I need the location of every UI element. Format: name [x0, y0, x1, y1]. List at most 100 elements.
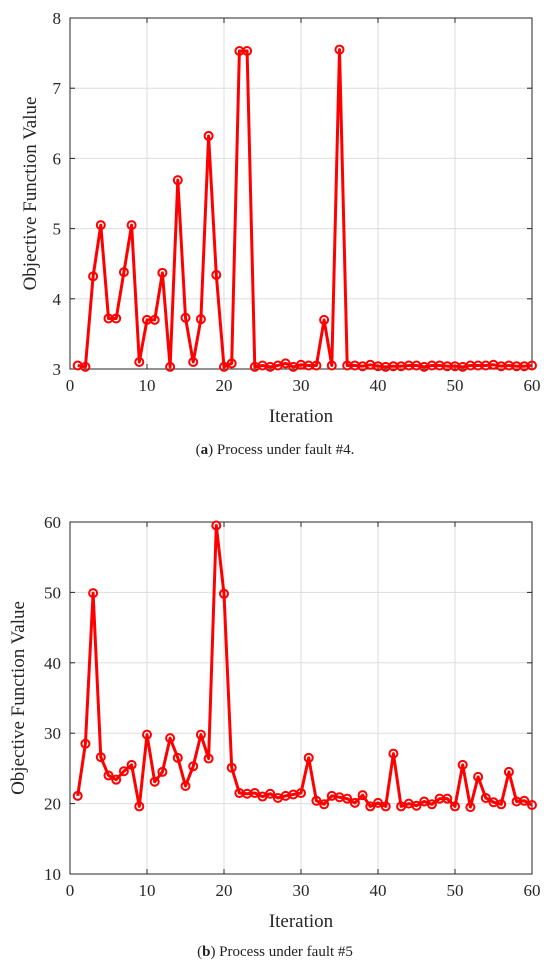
data-point [219, 588, 229, 599]
data-point [319, 799, 330, 810]
x-tick-label: 40 [370, 376, 387, 395]
caption-a-text: ) Process under fault #4. [208, 442, 355, 458]
caption-a: (a) Process under fault #4. [195, 442, 355, 458]
data-point [211, 269, 222, 280]
y-tick-label: 3 [53, 360, 62, 379]
data-point [172, 175, 183, 186]
x-tick-label: 50 [447, 881, 464, 900]
data-point [365, 801, 376, 812]
y-tick-label: 20 [44, 795, 61, 814]
data-point [342, 793, 353, 804]
y-tick-label: 8 [53, 9, 62, 28]
x-tick-label: 20 [216, 881, 233, 900]
data-point [280, 358, 291, 369]
data-point [226, 762, 237, 773]
x-tick-label: 30 [293, 376, 310, 395]
chart-a: 0 10 20 30 40 50 60 3 4 5 6 7 8 Iteration Objective Fu… [20, 9, 541, 427]
x-tick-label: 30 [293, 881, 310, 900]
data-point [95, 220, 106, 231]
data-point [380, 801, 391, 812]
data-point [473, 771, 484, 782]
data-point [265, 788, 276, 799]
x-tick-label: 20 [216, 376, 233, 395]
data-point [134, 356, 145, 367]
data-point [319, 314, 330, 325]
caption-b-text: ) Process under fault #5 [210, 944, 353, 960]
data-point [180, 312, 191, 323]
data-point [195, 729, 206, 740]
caption-b-letter: b [202, 944, 211, 960]
data-point [357, 790, 368, 801]
x-tick-label: 10 [139, 881, 156, 900]
data-point [126, 759, 137, 770]
data-point [496, 799, 507, 810]
data-point [111, 774, 122, 785]
data-point [296, 788, 306, 799]
data-point [165, 361, 176, 372]
series-line [76, 524, 533, 809]
data-point [188, 761, 199, 772]
data-point [480, 792, 491, 803]
series-line [77, 48, 533, 369]
data-point [411, 800, 422, 811]
data-point [242, 45, 253, 56]
data-point [134, 801, 145, 812]
y-tick-label: 10 [44, 865, 61, 884]
data-point [88, 588, 99, 599]
y-tick-label: 6 [53, 149, 62, 168]
x-axis-label: Iteration [269, 911, 334, 932]
y-axis-label: Objective Function Value [8, 601, 29, 795]
chart-b: 0 10 20 30 40 50 60 10 20 30 40 50 60 Iteration Object… [8, 513, 541, 932]
data-point [450, 801, 460, 812]
data-point [172, 752, 183, 763]
data-point [527, 800, 537, 811]
data-point [334, 44, 345, 55]
x-tick-label: 10 [139, 376, 156, 395]
data-point [72, 790, 83, 801]
x-tick-label: 50 [447, 376, 464, 395]
data-point [311, 795, 322, 806]
data-point [303, 752, 314, 763]
data-point [219, 361, 229, 372]
x-tick-label: 40 [370, 881, 387, 900]
data-point [195, 314, 206, 325]
data-point [442, 793, 453, 804]
y-tick-label: 40 [44, 654, 61, 673]
y-tick-label: 4 [53, 290, 62, 309]
data-point [426, 799, 437, 810]
x-tick-label: 0 [66, 881, 75, 900]
y-tick-label: 50 [44, 583, 61, 602]
data-point [103, 770, 114, 781]
data-point [180, 781, 191, 791]
data-point [80, 738, 91, 749]
data-point [519, 795, 530, 806]
data-point [165, 733, 176, 744]
data-point [118, 766, 129, 777]
y-tick-label: 30 [44, 724, 61, 743]
data-point [157, 766, 168, 777]
data-point [457, 759, 468, 770]
data-point [465, 802, 476, 813]
data-point [118, 267, 129, 278]
data-point [311, 360, 322, 371]
data-point [149, 776, 160, 787]
data-point [373, 797, 383, 808]
data-point [142, 729, 152, 740]
data-point [249, 788, 260, 799]
caption-b: (b) Process under fault #5 [197, 944, 353, 960]
data-point [157, 267, 168, 278]
y-tick-label: 7 [53, 79, 62, 98]
x-tick-label: 0 [66, 376, 75, 395]
data-point [188, 356, 199, 367]
data-point [527, 360, 537, 371]
data-point [349, 797, 360, 808]
data-point [326, 360, 337, 371]
data-point [126, 220, 137, 231]
data-point [149, 314, 160, 325]
data-point [388, 748, 399, 759]
x-tick-label: 60 [524, 881, 541, 900]
caption-a-letter: a [200, 442, 209, 458]
y-tick-label: 5 [53, 220, 62, 239]
data-point [88, 271, 99, 282]
